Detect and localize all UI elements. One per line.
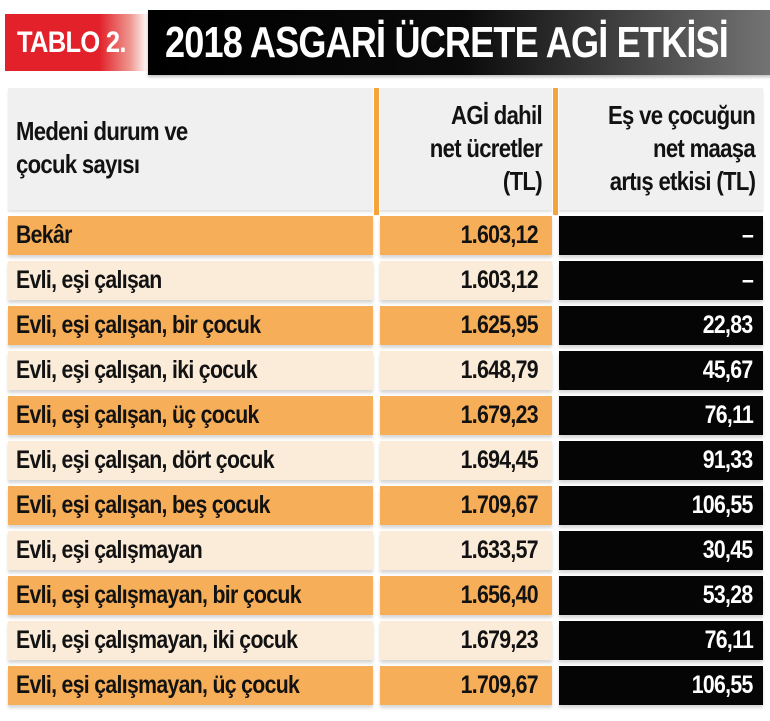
- header-line: net maaşa: [653, 133, 756, 163]
- marital-status-cell: Evli, eşi çalışan, dört çocuk: [8, 441, 373, 480]
- column-divider: [552, 88, 559, 215]
- column-gap: [552, 216, 559, 255]
- header-line: Medeni durum ve: [16, 116, 188, 146]
- net-wage-cell: 1.633,57: [380, 531, 552, 570]
- column-gap: [373, 306, 380, 345]
- column-gap: [552, 621, 559, 660]
- marital-status-cell: Evli, eşi çalışan: [8, 261, 373, 300]
- table-row: Evli, eşi çalışan 1.603,12 –: [8, 261, 763, 300]
- column-gap: [373, 576, 380, 615]
- net-wage-cell: 1.625,95: [380, 306, 552, 345]
- divider-line: [374, 88, 379, 215]
- column-gap: [552, 666, 559, 705]
- net-wage-cell: 1.656,40: [380, 576, 552, 615]
- column-gap: [373, 261, 380, 300]
- header-line: artış etkisi (TL): [609, 166, 755, 196]
- marital-status-cell: Evli, eşi çalışan, üç çocuk: [8, 396, 373, 435]
- agi-effect-cell: 76,11: [559, 621, 763, 660]
- column-gap: [373, 351, 380, 390]
- column-gap: [373, 441, 380, 480]
- column-gap: [552, 531, 559, 570]
- agi-effect-cell: 106,55: [559, 486, 763, 525]
- column-gap: [373, 396, 380, 435]
- divider-line: [553, 88, 558, 215]
- agi-effect-cell: 91,33: [559, 441, 763, 480]
- header-agi-effect: Eş ve çocuğun net maaşa artış etkisi (TL…: [559, 88, 763, 210]
- table-row: Bekâr 1.603,12 –: [8, 216, 763, 255]
- marital-status-cell: Bekâr: [8, 216, 373, 255]
- column-gap: [373, 486, 380, 525]
- agi-effect-cell: 76,11: [559, 396, 763, 435]
- net-wage-cell: 1.709,67: [380, 666, 552, 705]
- table-header: Medeni durum ve çocuk sayısı AGİ dahil n…: [8, 88, 763, 215]
- net-wage-cell: 1.603,12: [380, 216, 552, 255]
- net-wage-cell: 1.709,67: [380, 486, 552, 525]
- header-marital-status: Medeni durum ve çocuk sayısı: [8, 88, 373, 210]
- column-gap: [552, 441, 559, 480]
- net-wage-cell: 1.648,79: [380, 351, 552, 390]
- table-body: Bekâr 1.603,12 – Evli, eşi çalışan 1.603…: [8, 216, 763, 711]
- marital-status-cell: Evli, eşi çalışmayan, üç çocuk: [8, 666, 373, 705]
- column-gap: [552, 576, 559, 615]
- header-line: net ücretler: [429, 133, 543, 163]
- column-gap: [373, 666, 380, 705]
- marital-status-cell: Evli, eşi çalışmayan, bir çocuk: [8, 576, 373, 615]
- column-gap: [552, 306, 559, 345]
- agi-effect-cell: 22,83: [559, 306, 763, 345]
- net-wage-cell: 1.679,23: [380, 396, 552, 435]
- net-wage-cell: 1.603,12: [380, 261, 552, 300]
- header-line: Eş ve çocuğun: [607, 100, 756, 130]
- column-gap: [373, 621, 380, 660]
- column-divider: [373, 88, 380, 215]
- marital-status-cell: Evli, eşi çalışan, bir çocuk: [8, 306, 373, 345]
- agi-effect-cell: 45,67: [559, 351, 763, 390]
- table-row: Evli, eşi çalışmayan, üç çocuk 1.709,67 …: [8, 666, 763, 705]
- header-line: (TL): [502, 166, 543, 196]
- agi-effect-cell: 106,55: [559, 666, 763, 705]
- marital-status-cell: Evli, eşi çalışmayan, iki çocuk: [8, 621, 373, 660]
- header-line: çocuk sayısı: [16, 149, 140, 179]
- table-row: Evli, eşi çalışmayan 1.633,57 30,45: [8, 531, 763, 570]
- marital-status-cell: Evli, eşi çalışmayan: [8, 531, 373, 570]
- marital-status-cell: Evli, eşi çalışan, beş çocuk: [8, 486, 373, 525]
- marital-status-cell: Evli, eşi çalışan, iki çocuk: [8, 351, 373, 390]
- table-number-badge: TABLO 2.: [5, 14, 148, 71]
- agi-effect-cell: 30,45: [559, 531, 763, 570]
- badge-label: TABLO 2.: [17, 25, 127, 59]
- table-row: Evli, eşi çalışan, dört çocuk 1.694,45 9…: [8, 441, 763, 480]
- agi-effect-cell: –: [559, 261, 763, 300]
- table-row: Evli, eşi çalışan, beş çocuk 1.709,67 10…: [8, 486, 763, 525]
- column-gap: [552, 396, 559, 435]
- net-wage-cell: 1.694,45: [380, 441, 552, 480]
- table-row: Evli, eşi çalışmayan, iki çocuk 1.679,23…: [8, 621, 763, 660]
- agi-effect-cell: 53,28: [559, 576, 763, 615]
- page-title: 2018 ASGARİ ÜCRETE AGİ ETKİSİ: [165, 17, 729, 67]
- table-row: Evli, eşi çalışan, bir çocuk 1.625,95 22…: [8, 306, 763, 345]
- column-gap: [373, 216, 380, 255]
- column-gap: [552, 261, 559, 300]
- table-row: Evli, eşi çalışan, iki çocuk 1.648,79 45…: [8, 351, 763, 390]
- agi-effect-cell: –: [559, 216, 763, 255]
- column-gap: [552, 351, 559, 390]
- masthead: TABLO 2. 2018 ASGARİ ÜCRETE AGİ ETKİSİ: [5, 10, 770, 75]
- column-gap: [373, 531, 380, 570]
- title-bar: 2018 ASGARİ ÜCRETE AGİ ETKİSİ: [148, 10, 770, 75]
- header-net-wage: AGİ dahil net ücretler (TL): [380, 88, 552, 210]
- header-line: AGİ dahil: [451, 100, 543, 130]
- table-row: Evli, eşi çalışmayan, bir çocuk 1.656,40…: [8, 576, 763, 615]
- table-row: Evli, eşi çalışan, üç çocuk 1.679,23 76,…: [8, 396, 763, 435]
- column-gap: [552, 486, 559, 525]
- net-wage-cell: 1.679,23: [380, 621, 552, 660]
